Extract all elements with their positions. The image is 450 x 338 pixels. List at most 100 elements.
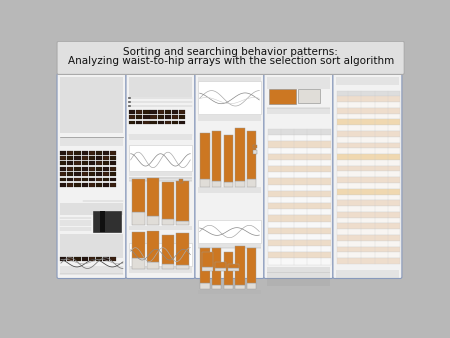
Bar xyxy=(158,110,164,114)
Text: Analyzing waist-to-hip arrays with the selection sort algorithm: Analyzing waist-to-hip arrays with the s… xyxy=(68,56,394,66)
Bar xyxy=(60,162,66,165)
Bar xyxy=(268,215,331,221)
Bar xyxy=(129,115,135,119)
Bar xyxy=(235,128,245,181)
Bar xyxy=(268,209,331,215)
Bar xyxy=(81,178,88,182)
Bar xyxy=(337,148,400,154)
Bar xyxy=(60,156,66,160)
Bar xyxy=(337,223,400,229)
Bar xyxy=(337,91,400,96)
Bar xyxy=(268,178,331,185)
Bar xyxy=(337,177,400,183)
Bar xyxy=(150,110,157,114)
Bar xyxy=(337,189,400,195)
Bar xyxy=(103,167,109,171)
FancyBboxPatch shape xyxy=(333,74,402,279)
Bar xyxy=(200,179,210,187)
Bar xyxy=(147,262,159,269)
Bar xyxy=(144,121,149,124)
Bar xyxy=(74,178,81,182)
Bar xyxy=(74,151,81,154)
Bar xyxy=(212,181,221,187)
Bar xyxy=(89,178,95,182)
Bar xyxy=(103,172,109,176)
Bar xyxy=(144,115,149,119)
Bar xyxy=(158,121,164,124)
Bar xyxy=(89,172,95,176)
Bar xyxy=(337,218,400,223)
Bar xyxy=(202,267,213,271)
Bar xyxy=(60,183,66,187)
Bar xyxy=(180,179,183,183)
Bar xyxy=(176,221,189,225)
Bar xyxy=(147,178,159,216)
Bar xyxy=(89,162,95,165)
Bar xyxy=(337,229,400,235)
Bar xyxy=(228,268,239,271)
Bar xyxy=(93,211,121,232)
Bar xyxy=(268,160,331,166)
FancyBboxPatch shape xyxy=(126,74,195,279)
Bar xyxy=(165,121,171,124)
Bar xyxy=(162,182,174,219)
Bar xyxy=(235,246,245,285)
Bar xyxy=(337,137,400,143)
Bar xyxy=(81,151,88,154)
Bar xyxy=(224,135,233,182)
Bar xyxy=(96,178,102,182)
Bar xyxy=(337,252,400,258)
Bar xyxy=(200,283,210,289)
Bar xyxy=(81,183,88,187)
Bar xyxy=(103,178,109,182)
Bar xyxy=(253,150,257,154)
Bar xyxy=(298,89,320,103)
Bar xyxy=(268,259,331,265)
Bar xyxy=(212,285,221,289)
Bar xyxy=(162,235,174,264)
Bar xyxy=(81,172,88,176)
Bar xyxy=(129,145,192,171)
Bar xyxy=(96,156,102,160)
Bar xyxy=(74,257,81,261)
Bar xyxy=(74,167,81,171)
Bar xyxy=(110,257,116,261)
Bar xyxy=(253,145,257,148)
Bar xyxy=(110,178,116,182)
Bar xyxy=(247,283,256,289)
Bar xyxy=(268,166,331,172)
Bar xyxy=(60,172,66,176)
Bar xyxy=(337,246,400,252)
Bar xyxy=(162,264,174,269)
Bar xyxy=(268,172,331,178)
Bar xyxy=(96,257,102,261)
Bar xyxy=(110,156,116,160)
Bar xyxy=(96,172,102,176)
Bar xyxy=(337,125,400,131)
Bar xyxy=(337,200,400,206)
Bar xyxy=(132,232,144,259)
Bar xyxy=(268,129,331,135)
Bar xyxy=(132,259,144,269)
Bar xyxy=(60,151,66,154)
Bar xyxy=(132,212,144,225)
Bar xyxy=(337,160,400,166)
Bar xyxy=(129,243,192,266)
Bar xyxy=(235,181,245,187)
Bar xyxy=(81,156,88,160)
FancyBboxPatch shape xyxy=(195,74,264,279)
Bar xyxy=(179,121,185,124)
Bar xyxy=(268,246,331,252)
Bar xyxy=(337,131,400,137)
Bar xyxy=(172,115,178,119)
Bar xyxy=(200,133,210,179)
Bar xyxy=(268,191,331,197)
Bar xyxy=(337,143,400,148)
Bar xyxy=(268,135,331,141)
Bar xyxy=(110,151,116,154)
Bar xyxy=(96,162,102,165)
Bar xyxy=(144,110,149,114)
Bar xyxy=(337,154,400,160)
Bar xyxy=(268,228,331,234)
Bar xyxy=(103,183,109,187)
